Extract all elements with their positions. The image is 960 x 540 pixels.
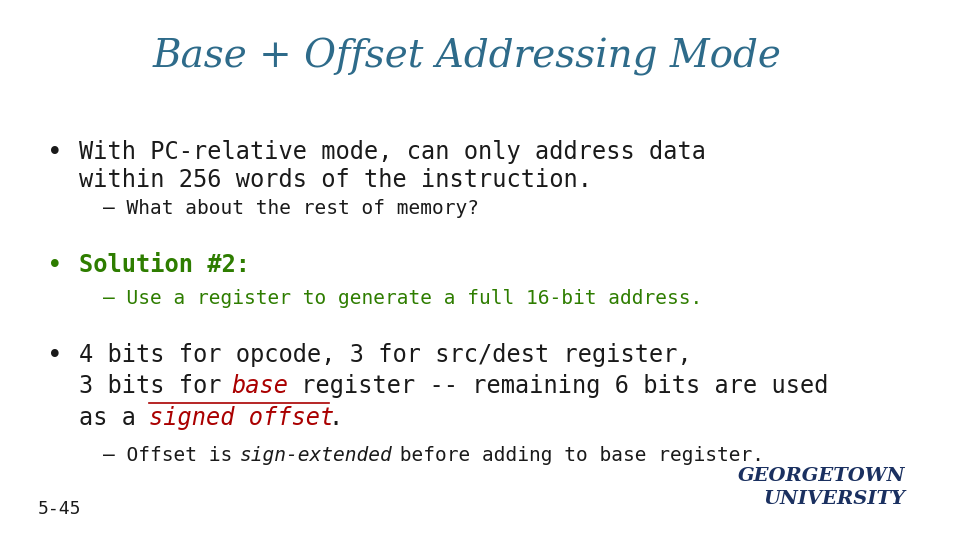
Text: sign-extended: sign-extended xyxy=(240,446,393,465)
Text: – Use a register to generate a full 16-bit address.: – Use a register to generate a full 16-b… xyxy=(103,289,702,308)
Text: base: base xyxy=(231,374,289,398)
Text: GEORGETOWN
UNIVERSITY: GEORGETOWN UNIVERSITY xyxy=(738,468,905,508)
Text: – What about the rest of memory?: – What about the rest of memory? xyxy=(103,199,479,218)
Text: Base + Offset Addressing Mode: Base + Offset Addressing Mode xyxy=(153,38,781,76)
Text: With PC-relative mode, can only address data
within 256 words of the instruction: With PC-relative mode, can only address … xyxy=(80,140,707,192)
Text: •: • xyxy=(47,343,62,369)
Text: .: . xyxy=(329,406,343,429)
Text: – Offset is: – Offset is xyxy=(103,446,244,465)
Text: before adding to base register.: before adding to base register. xyxy=(389,446,764,465)
Text: Solution #2:: Solution #2: xyxy=(80,253,251,276)
Text: 3 bits for: 3 bits for xyxy=(80,374,236,398)
Text: register -- remaining 6 bits are used: register -- remaining 6 bits are used xyxy=(287,374,828,398)
Text: •: • xyxy=(47,253,62,279)
Text: •: • xyxy=(47,140,62,166)
Text: 5-45: 5-45 xyxy=(37,501,81,518)
Text: as a: as a xyxy=(80,406,151,429)
Text: 4 bits for opcode, 3 for src/dest register,: 4 bits for opcode, 3 for src/dest regist… xyxy=(80,343,692,367)
Text: signed offset: signed offset xyxy=(149,406,334,429)
